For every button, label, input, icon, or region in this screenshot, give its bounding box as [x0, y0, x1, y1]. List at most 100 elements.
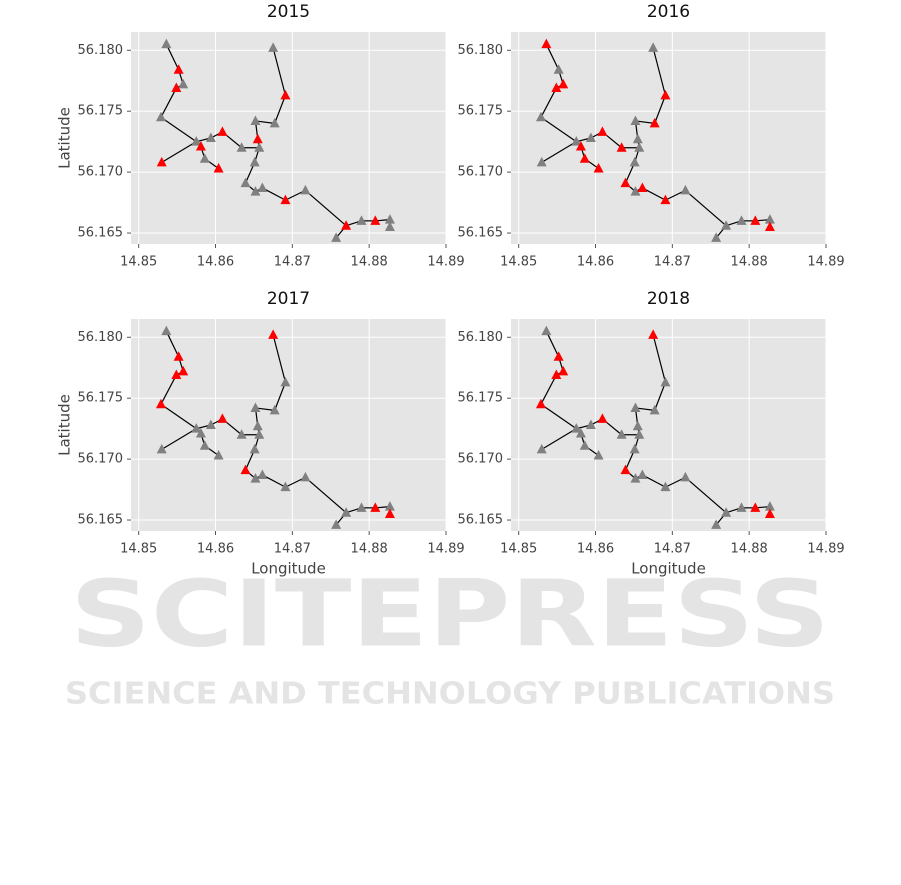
- edge: [165, 43, 180, 71]
- node-marker: [551, 82, 562, 93]
- x-tick-label: 14.87: [274, 255, 311, 270]
- node-marker: [356, 215, 367, 225]
- x-tick-label: 14.89: [427, 542, 464, 557]
- node-marker: [280, 194, 291, 205]
- node-marker: [579, 153, 590, 163]
- edge: [305, 476, 347, 514]
- node-marker: [257, 182, 268, 192]
- node-marker: [250, 473, 261, 483]
- subplot-title: 2018: [647, 289, 690, 309]
- y-tick-label: 56.175: [78, 104, 124, 119]
- node-marker: [535, 398, 546, 409]
- node-marker: [632, 133, 643, 144]
- node-marker: [764, 221, 775, 231]
- plot-background: [131, 319, 446, 531]
- x-axis-label: Longitude: [631, 560, 706, 578]
- node-marker: [620, 464, 631, 475]
- edge: [160, 87, 177, 118]
- edge: [540, 116, 577, 143]
- x-tick-label: 14.87: [654, 542, 691, 557]
- node-marker: [213, 162, 224, 173]
- x-tick-label: 14.89: [807, 542, 844, 557]
- node-marker: [341, 220, 352, 230]
- node-marker: [191, 423, 202, 433]
- node-marker: [250, 115, 261, 125]
- edge: [272, 47, 287, 96]
- node-marker: [660, 89, 671, 100]
- node-marker: [300, 471, 311, 482]
- node-marker: [764, 501, 775, 511]
- node-marker: [341, 507, 352, 517]
- edge: [540, 403, 577, 430]
- node-marker: [536, 156, 547, 167]
- edge: [685, 476, 727, 514]
- node-marker: [541, 325, 552, 336]
- node-marker: [195, 428, 206, 438]
- y-tick-label: 56.165: [78, 513, 124, 528]
- node-marker: [384, 501, 395, 511]
- node-marker: [173, 351, 184, 361]
- node-marker: [551, 369, 562, 380]
- node-marker: [257, 469, 268, 479]
- node-marker: [553, 64, 564, 74]
- x-axis-label: Longitude: [251, 560, 326, 578]
- x-tick-label: 14.87: [274, 542, 311, 557]
- node-marker: [217, 126, 228, 136]
- node-marker: [648, 42, 659, 52]
- node-marker: [620, 177, 631, 188]
- node-marker: [155, 111, 166, 122]
- node-marker: [236, 429, 247, 439]
- node-marker: [649, 117, 660, 128]
- node-marker: [199, 153, 210, 163]
- edge: [255, 407, 275, 411]
- node-marker: [629, 443, 640, 454]
- x-tick-label: 14.88: [351, 542, 388, 557]
- plot-background: [511, 319, 826, 531]
- edge: [541, 428, 577, 450]
- node-marker: [558, 78, 569, 89]
- node-marker: [616, 142, 627, 152]
- node-marker: [630, 402, 641, 412]
- y-tick-label: 56.165: [458, 226, 504, 241]
- y-tick-label: 56.165: [458, 513, 504, 528]
- y-tick-label: 56.180: [458, 43, 504, 58]
- edge: [272, 334, 287, 383]
- edge: [652, 334, 667, 383]
- x-tick-label: 14.85: [120, 255, 157, 270]
- edge: [654, 382, 666, 411]
- y-tick-label: 56.170: [78, 165, 124, 180]
- node-marker: [649, 404, 660, 415]
- y-tick-label: 56.165: [78, 226, 124, 241]
- edge: [305, 189, 347, 227]
- node-marker: [750, 215, 761, 225]
- x-tick-label: 14.86: [577, 542, 614, 557]
- node-marker: [736, 215, 747, 225]
- edge: [545, 330, 560, 358]
- edge: [635, 407, 655, 411]
- node-marker: [680, 471, 691, 482]
- node-marker: [254, 142, 265, 152]
- node-marker: [637, 469, 648, 479]
- edge: [652, 47, 667, 96]
- node-marker: [637, 182, 648, 192]
- node-marker: [579, 440, 590, 450]
- edge: [160, 374, 177, 405]
- y-axis-label: Latitude: [56, 394, 74, 456]
- node-marker: [195, 141, 206, 151]
- node-marker: [240, 177, 251, 188]
- node-marker: [575, 141, 586, 151]
- node-marker: [736, 502, 747, 512]
- node-marker: [155, 398, 166, 409]
- node-marker: [269, 404, 280, 415]
- node-marker: [249, 156, 260, 167]
- edge: [274, 95, 286, 124]
- node-marker: [268, 329, 279, 339]
- node-marker: [240, 464, 251, 475]
- x-tick-label: 14.86: [577, 255, 614, 270]
- y-tick-label: 56.175: [458, 391, 504, 406]
- node-marker: [249, 443, 260, 454]
- x-tick-label: 14.87: [654, 255, 691, 270]
- node-marker: [173, 64, 184, 74]
- node-marker: [597, 413, 608, 423]
